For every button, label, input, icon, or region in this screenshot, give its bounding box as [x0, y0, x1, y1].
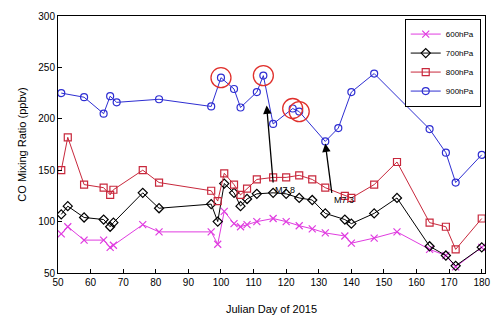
- svg-text:Julian Day of 2015: Julian Day of 2015: [226, 303, 317, 315]
- svg-text:110: 110: [246, 277, 262, 288]
- svg-text:200: 200: [38, 113, 55, 124]
- svg-text:180: 180: [473, 277, 490, 288]
- svg-text:M7.8: M7.8: [275, 185, 295, 195]
- svg-text:90: 90: [183, 277, 195, 288]
- svg-text:300: 300: [38, 11, 55, 22]
- svg-text:150: 150: [38, 165, 55, 176]
- svg-text:100: 100: [38, 216, 55, 227]
- svg-text:130: 130: [310, 277, 327, 288]
- svg-text:70: 70: [118, 277, 130, 288]
- svg-text:700hPa: 700hPa: [446, 49, 474, 58]
- svg-text:120: 120: [278, 277, 295, 288]
- svg-text:900hPa: 900hPa: [446, 87, 474, 96]
- svg-text:170: 170: [441, 277, 458, 288]
- svg-text:150: 150: [376, 277, 393, 288]
- svg-text:250: 250: [38, 62, 55, 73]
- svg-text:60: 60: [85, 277, 97, 288]
- svg-text:140: 140: [343, 277, 360, 288]
- svg-text:100: 100: [213, 277, 230, 288]
- svg-text:600hPa: 600hPa: [446, 30, 474, 39]
- svg-text:80: 80: [150, 277, 162, 288]
- svg-text:CO Mixing Ratio (ppbv): CO Mixing Ratio (ppbv): [16, 87, 28, 201]
- svg-text:M7.3: M7.3: [334, 195, 354, 205]
- svg-text:800hPa: 800hPa: [446, 68, 474, 77]
- svg-text:160: 160: [408, 277, 425, 288]
- svg-text:50: 50: [44, 268, 56, 279]
- svg-text:50: 50: [52, 277, 64, 288]
